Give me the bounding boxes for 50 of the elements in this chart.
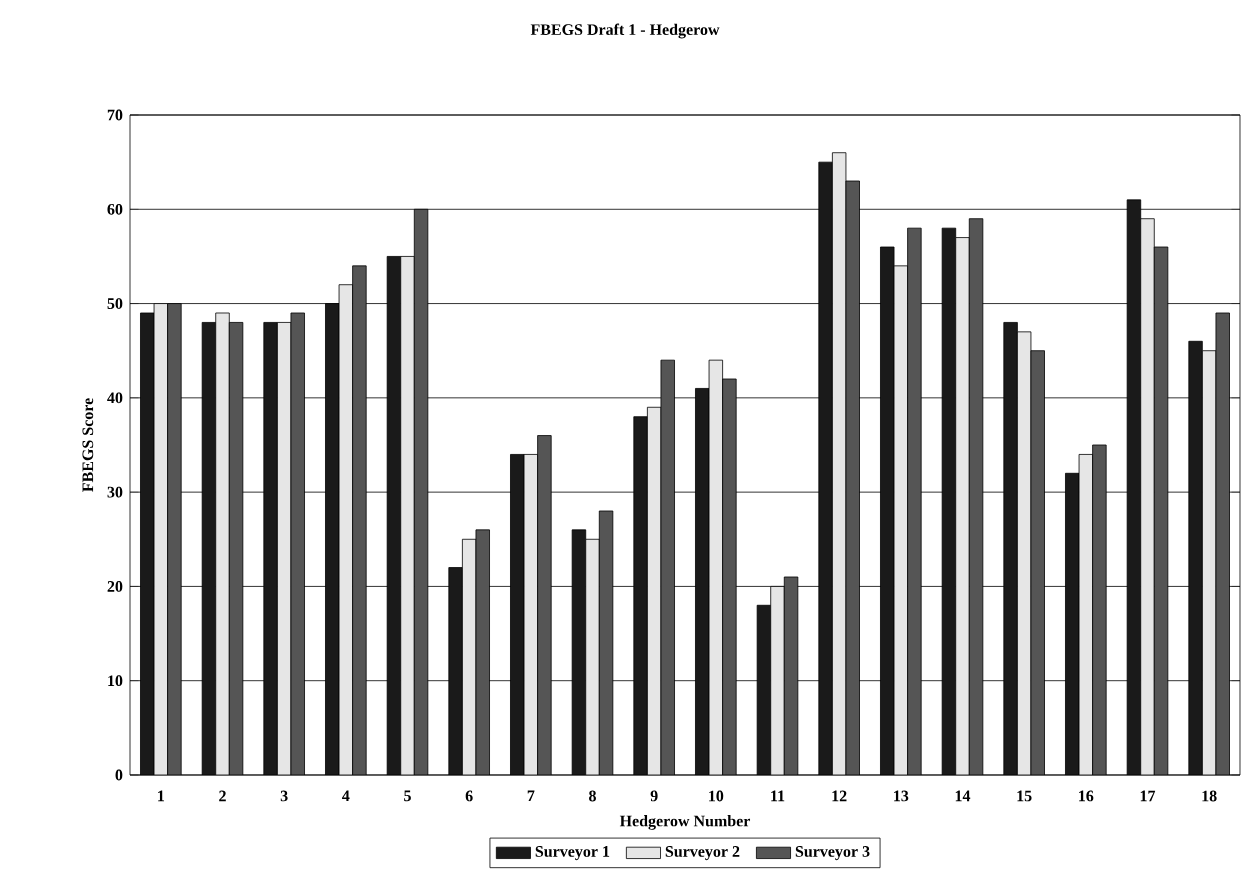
x-tick-label: 3 [280,790,288,802]
x-tick-label: 11 [771,790,785,802]
bar [448,567,463,775]
x-tick-label: 13 [894,790,909,802]
x-tick-label: 2 [219,790,226,802]
chart-title: FBEGS Draft 1 - Hedgerow [530,23,720,39]
y-tick-label: 20 [107,581,123,592]
x-tick-label: 1 [158,790,165,802]
x-tick-label: 12 [832,790,847,802]
x-tick-label: 6 [465,790,473,802]
bar [770,586,785,775]
x-tick-label: 4 [342,790,350,802]
y-tick-label: 0 [115,769,123,781]
bar [1092,444,1107,775]
legend-label: Surveyor 1 [535,846,610,861]
bar [907,227,922,775]
y-tick-label: 70 [107,109,123,121]
y-tick-label: 30 [107,486,123,498]
bar [955,237,970,775]
x-tick-label: 10 [709,790,724,802]
bar [1140,218,1155,775]
bar [633,416,648,775]
bar [215,312,230,775]
bar [818,161,833,775]
x-tick-label: 15 [1017,790,1032,802]
bar [585,538,600,775]
y-tick-label: 60 [107,203,123,215]
x-tick-label: 16 [1079,790,1094,802]
x-tick-label: 17 [1140,790,1156,802]
y-tick-label: 40 [107,392,123,404]
legend-label: Surveyor 3 [795,846,870,861]
bar [1188,340,1203,775]
bar [263,322,278,775]
x-tick-label: 18 [1202,790,1217,802]
bar [352,265,367,775]
x-tick-label: 9 [650,790,658,802]
y-tick-label: 50 [107,298,123,309]
x-tick-label: 5 [404,790,411,802]
y-tick-label: 10 [108,675,123,687]
bar [722,378,737,775]
bar [537,435,552,775]
y-axis-title: FBEGS Score [82,398,94,492]
bar [400,256,415,775]
x-tick-label: 8 [589,790,596,802]
x-tick-label: 7 [527,790,535,802]
legend-label: Surveyor 2 [665,846,740,861]
bar [1003,322,1018,775]
bar [167,303,182,775]
x-tick-label: 14 [955,790,971,802]
x-axis-title: Hedgerow Number [619,815,751,830]
